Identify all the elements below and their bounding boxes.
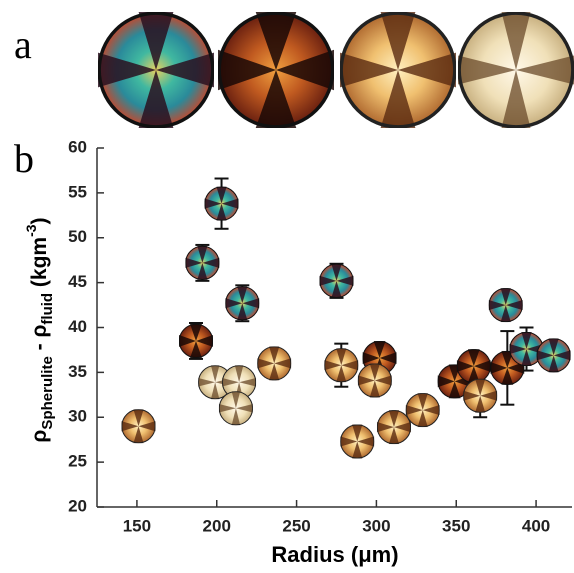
y-tick-label: 20 <box>68 496 87 515</box>
micrograph <box>458 12 574 128</box>
point <box>376 410 411 445</box>
point <box>257 346 292 381</box>
y-label-part: - ρ <box>28 325 51 357</box>
point <box>178 323 213 358</box>
micrograph-row <box>98 12 574 128</box>
point <box>536 338 571 373</box>
point <box>324 348 359 383</box>
x-tick-label: 150 <box>123 516 151 535</box>
point <box>340 424 375 459</box>
point <box>185 245 220 280</box>
y-tick-label: 60 <box>68 137 87 156</box>
x-tick-label: 200 <box>203 516 231 535</box>
point <box>204 186 239 221</box>
y-tick-label: 35 <box>68 362 87 381</box>
point <box>218 391 253 426</box>
y-label-part: Spherulite <box>39 356 56 429</box>
point <box>357 363 392 398</box>
x-axis-label: Radius (μm) <box>271 542 398 567</box>
y-tick-label: 55 <box>68 182 87 201</box>
point <box>319 263 354 298</box>
point <box>456 349 491 384</box>
y-label-part: ρ <box>28 430 51 443</box>
y-label-part: ) <box>28 217 51 224</box>
y-tick-label: 25 <box>68 452 87 471</box>
y-tick-label: 30 <box>68 407 87 426</box>
y-label-part: fluid <box>39 293 56 325</box>
point <box>225 286 260 321</box>
y-axis-label: ρSpherulite - ρfluid (kgm-3) <box>23 217 57 442</box>
y-tick-label: 50 <box>68 227 87 246</box>
panel-label: b <box>14 136 34 181</box>
micrograph <box>340 12 456 128</box>
y-label-part: (kgm <box>28 237 51 293</box>
y-tick-label: 45 <box>68 272 87 291</box>
x-tick-label: 300 <box>362 516 390 535</box>
micrograph <box>218 12 334 128</box>
point <box>405 393 440 428</box>
y-tick-label: 40 <box>68 317 87 336</box>
x-tick-label: 400 <box>522 516 550 535</box>
y-label-part: -3 <box>23 224 39 237</box>
panel-label: a <box>14 22 32 67</box>
x-tick-label: 250 <box>282 516 310 535</box>
point <box>121 409 156 444</box>
point <box>488 288 523 323</box>
point <box>463 378 498 413</box>
micrograph <box>98 12 214 128</box>
x-tick-label: 350 <box>442 516 470 535</box>
